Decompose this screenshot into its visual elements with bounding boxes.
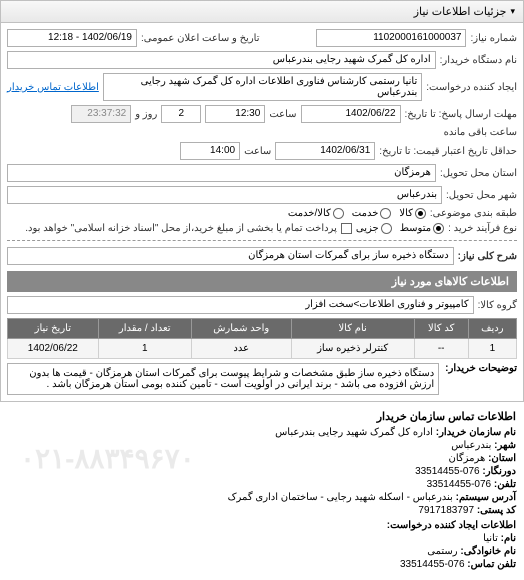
items-section-header: اطلاعات کالاهای مورد نیاز (7, 271, 517, 292)
radio-service[interactable] (380, 208, 391, 219)
accordion-header[interactable]: ▾ جزئیات اطلاعات نیاز (0, 0, 524, 23)
bid-end-label: حداقل تاریخ اعتبار قیمت: تا تاریخ: (379, 146, 517, 157)
public-date-field: 1402/06/19 - 12:18 (7, 29, 137, 47)
buyer-desc-label: توضیحات خریدار: (445, 363, 517, 374)
table-header-cell: ردیف (468, 319, 516, 339)
contact-info-link[interactable]: اطلاعات تماس خریدار (7, 82, 99, 93)
city-label: شهر محل تحویل: (446, 190, 517, 201)
deadline-time-field: 12:30 (205, 105, 265, 123)
contact-province-value: هرمزگان (448, 453, 485, 464)
group-label: گروه کالا: (478, 300, 517, 311)
radio-partial[interactable] (381, 223, 392, 234)
contact-fax-value: 076-33514455 (415, 466, 480, 477)
deadline-days-label: روز و (135, 109, 157, 120)
requester-field: تانیا رستمی کارشناس فناوری اطلاعات اداره… (103, 73, 422, 101)
buyer-desc-box: دستگاه ذخیره ساز طبق مشخصات و شرایط پیوس… (7, 363, 439, 395)
org-name-label: نام سازمان خریدار: (436, 427, 516, 438)
city-field: بندرعباس (7, 186, 442, 204)
deadline-days-field: 2 (161, 105, 201, 123)
province-label: استان محل تحویل: (440, 168, 517, 179)
divider (7, 240, 517, 241)
buyer-org-label: نام دستگاه خریدار: (440, 55, 517, 66)
table-header-cell: کد کالا (414, 319, 468, 339)
table-header-cell: تعداد / مقدار (98, 319, 191, 339)
requester-label: ایجاد کننده درخواست: (426, 82, 517, 93)
general-desc-label: شرح کلی نیاز: (458, 251, 517, 262)
person-name-label: نام: (501, 533, 516, 544)
request-number-label: شماره نیاز: (470, 33, 517, 44)
contact-postal-value: 7917183797 (418, 505, 474, 516)
table-cell: عدد (191, 339, 291, 359)
bid-end-time-field: 14:00 (180, 142, 240, 160)
deadline-label: مهلت ارسال پاسخ: تا تاریخ: (405, 109, 517, 120)
category-radio-group: کالا خدمت کالا/خدمت (288, 208, 426, 219)
table-cell: 1402/06/22 (8, 339, 99, 359)
table-cell: 1 (98, 339, 191, 359)
table-cell: -- (414, 339, 468, 359)
radio-medium[interactable] (433, 223, 444, 234)
remaining-label: ساعت باقی مانده (444, 127, 517, 138)
person-family-value: رستمی (427, 546, 457, 557)
chevron-down-icon: ▾ (510, 6, 515, 17)
group-field: کامپیوتر و فناوری اطلاعات>سخت افزار (7, 296, 474, 314)
radio-goods[interactable] (415, 208, 426, 219)
countdown-field: 23:37:32 (71, 105, 131, 123)
contact-city-label: شهر: (494, 440, 516, 451)
requester-section-label: اطلاعات ایجاد کننده درخواست: (8, 520, 516, 531)
contact-phone-value: 076-33514455 (427, 479, 492, 490)
contact-section: ۰۲۱-۸۸۳۴۹۶۷۰ اطلاعات تماس سازمان خریدار … (0, 402, 524, 580)
request-number-field: 1102000161000037 (316, 29, 466, 47)
details-panel: شماره نیاز: 1102000161000037 تاریخ و ساع… (0, 23, 524, 402)
radio-service-label: خدمت (352, 208, 379, 219)
contact-fax-label: دورنگار: (482, 466, 516, 477)
radio-goods-service-label: کالا/خدمت (288, 208, 331, 219)
process-type-radio-group: متوسط جزیی (356, 223, 444, 234)
treasury-note: پرداخت تمام یا بخشی از مبلغ خرید،از محل … (25, 223, 337, 234)
contact-title: اطلاعات تماس سازمان خریدار (8, 410, 516, 423)
table-header-cell: نام کالا (291, 319, 414, 339)
person-phone-value: 076-33514455 (400, 559, 465, 570)
bid-end-time-label: ساعت (244, 146, 271, 157)
table-header-cell: تاریخ نیاز (8, 319, 99, 339)
process-type-label: نوع فرآیند خرید : (448, 223, 517, 234)
buyer-org-field: اداره کل گمرک شهید رجایی بندرعباس (7, 51, 436, 69)
person-phone-label: تلفن تماس: (467, 559, 516, 570)
accordion-title: جزئیات اطلاعات نیاز (414, 5, 507, 18)
contact-address-label: آدرس سیستم: (456, 492, 516, 503)
person-family-label: نام خانوادگی: (460, 546, 516, 557)
category-label: طبقه بندی موضوعی: (430, 208, 517, 219)
person-name-value: تانیا (483, 533, 498, 544)
radio-goods-label: کالا (399, 208, 413, 219)
org-name-value: اداره کل گمرک شهید رجایی بندرعباس (275, 427, 433, 438)
contact-postal-label: کد پستی: (477, 505, 516, 516)
contact-phone-label: تلفن: (494, 479, 516, 490)
treasury-checkbox[interactable] (341, 223, 352, 234)
radio-partial-label: جزیی (356, 223, 379, 234)
table-row: 1--کنترلر ذخیره سازعدد11402/06/22 (8, 339, 517, 359)
radio-goods-service[interactable] (333, 208, 344, 219)
bid-end-date-field: 1402/06/31 (275, 142, 375, 160)
public-date-label: تاریخ و ساعت اعلان عمومی: (141, 33, 260, 44)
table-cell: 1 (468, 339, 516, 359)
contact-province-label: استان: (488, 453, 516, 464)
province-field: هرمزگان (7, 164, 436, 182)
general-desc-field: دستگاه ذخیره ساز برای گمرکات استان هرمزگ… (7, 247, 454, 265)
table-header-cell: واحد شمارش (191, 319, 291, 339)
items-table: ردیفکد کالانام کالاواحد شمارشتعداد / مقد… (7, 318, 517, 359)
contact-city-value: بندرعباس (451, 440, 491, 451)
deadline-time-label: ساعت (269, 109, 296, 120)
radio-medium-label: متوسط (400, 223, 431, 234)
deadline-date-field: 1402/06/22 (301, 105, 401, 123)
table-cell: کنترلر ذخیره ساز (291, 339, 414, 359)
contact-address-value: بندرعباس - اسکله شهید رجایی - ساختمان اد… (228, 492, 453, 503)
